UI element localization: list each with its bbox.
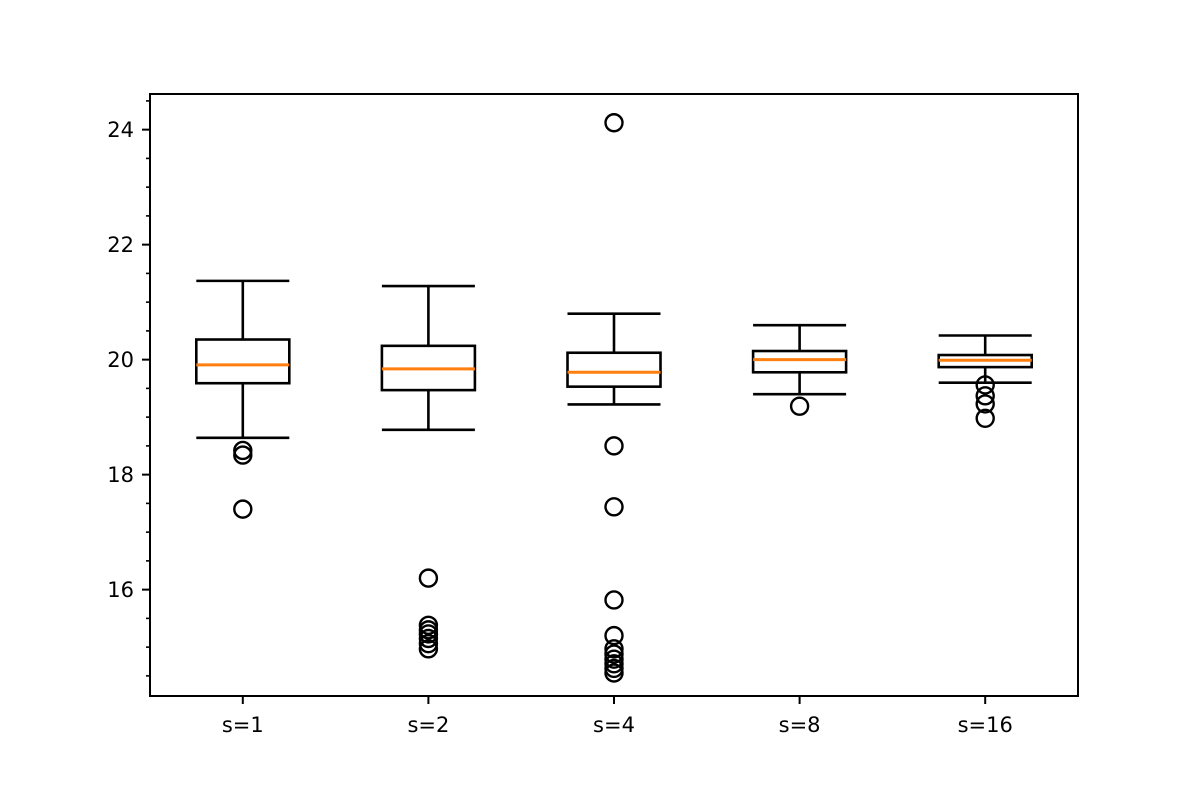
iqr-box (195, 338, 291, 385)
y-tick-label: 18 (107, 463, 134, 487)
outlier-point (604, 663, 624, 683)
y-tick-label: 22 (107, 233, 134, 257)
x-tick-label: s=8 (779, 713, 821, 737)
outlier-point (975, 386, 995, 406)
outlier-point (975, 408, 995, 428)
box-group-s=4 (566, 113, 662, 683)
x-tick-label: s=2 (407, 713, 449, 737)
outlier-point (233, 445, 253, 465)
box-group-s=2 (380, 284, 477, 659)
y-tick-label: 20 (107, 348, 134, 372)
outlier-point (604, 113, 624, 133)
iqr-box (566, 351, 662, 388)
y-tick-label: 24 (107, 118, 134, 142)
outlier-point (418, 633, 439, 654)
box-group-s=1 (195, 279, 291, 519)
outlier-point (604, 625, 624, 646)
outlier-point (418, 639, 439, 659)
outlier-point (789, 396, 810, 416)
outlier-point (604, 436, 624, 456)
axes-spines (149, 93, 1079, 697)
x-tick-label: s=4 (593, 713, 635, 737)
box-group-s=8 (751, 323, 848, 416)
outlier-point (604, 639, 624, 659)
outlier-point (604, 590, 624, 610)
outlier-point (604, 497, 624, 517)
outlier-point (418, 628, 439, 649)
outlier-point (604, 644, 624, 664)
outlier-point (975, 375, 995, 395)
x-tick-label: s=16 (958, 713, 1013, 737)
y-tick-label: 16 (107, 578, 134, 602)
outlier-point (233, 499, 253, 519)
outlier-point (418, 568, 439, 588)
iqr-box (751, 349, 848, 374)
x-tick-label: s=1 (222, 713, 264, 737)
box-group-s=16 (937, 334, 1034, 428)
outlier-point (975, 394, 995, 414)
